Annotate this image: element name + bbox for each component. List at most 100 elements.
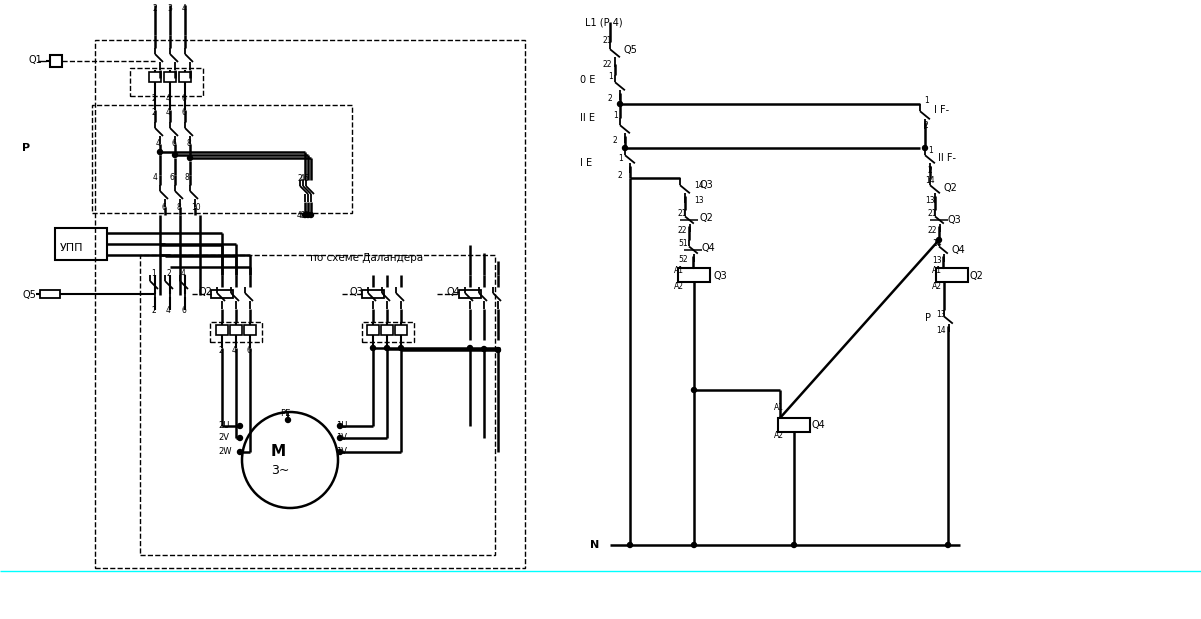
Text: Q5: Q5 (625, 45, 638, 55)
Bar (381, 325, 393, 335)
Text: 8: 8 (186, 139, 191, 147)
Bar (244, 325, 256, 335)
Text: 6: 6 (161, 202, 166, 212)
Circle shape (467, 345, 472, 350)
Circle shape (305, 212, 311, 217)
Text: 1U: 1U (336, 422, 347, 430)
Text: Q4: Q4 (952, 245, 966, 255)
Text: 4: 4 (153, 173, 157, 181)
Text: 6: 6 (303, 173, 307, 183)
Text: Р: Р (925, 313, 931, 323)
Text: A2: A2 (932, 282, 942, 290)
Text: 51: 51 (679, 238, 688, 248)
Circle shape (617, 102, 622, 106)
Text: 6: 6 (169, 173, 174, 181)
Text: 8: 8 (184, 173, 189, 181)
Circle shape (238, 449, 243, 454)
Text: N: N (590, 540, 599, 550)
Text: 4: 4 (183, 4, 187, 12)
Text: 1: 1 (928, 145, 933, 155)
Circle shape (791, 542, 796, 547)
Text: 8: 8 (177, 202, 180, 212)
Text: 3: 3 (167, 4, 172, 12)
Text: 2U: 2U (219, 422, 229, 430)
Text: 13: 13 (936, 310, 945, 319)
Bar (210, 322, 262, 342)
Circle shape (337, 423, 342, 428)
Bar (40, 290, 60, 298)
Circle shape (187, 155, 192, 160)
Text: 2: 2 (151, 93, 156, 103)
Bar (216, 325, 228, 335)
Text: 1V: 1V (336, 448, 347, 456)
Bar (362, 290, 384, 298)
Text: 14: 14 (932, 238, 942, 248)
Circle shape (309, 212, 313, 217)
Bar (211, 290, 233, 298)
Bar (459, 290, 480, 298)
Text: 1: 1 (613, 111, 617, 119)
Text: 2: 2 (608, 93, 613, 103)
Text: Q2: Q2 (944, 183, 958, 193)
Text: 1: 1 (619, 154, 623, 163)
Text: 6: 6 (181, 93, 186, 103)
Text: Q1: Q1 (28, 55, 42, 65)
Circle shape (496, 347, 501, 352)
Text: L1 (Р 4): L1 (Р 4) (585, 17, 622, 27)
Circle shape (370, 345, 376, 350)
Text: 3~: 3~ (270, 464, 289, 477)
Text: 21: 21 (603, 35, 613, 45)
Text: 4: 4 (300, 173, 305, 183)
Text: 22: 22 (928, 225, 938, 235)
Circle shape (627, 542, 633, 547)
Text: 10: 10 (191, 202, 201, 212)
Text: Q3: Q3 (715, 271, 728, 281)
Text: Q3: Q3 (700, 180, 713, 190)
Text: 2: 2 (924, 121, 928, 129)
Text: A2: A2 (674, 282, 685, 290)
Text: М: М (270, 444, 286, 459)
Text: 4: 4 (232, 345, 237, 355)
Circle shape (286, 417, 291, 423)
Text: Q2: Q2 (198, 287, 211, 297)
Text: Р: Р (22, 143, 30, 153)
Text: 2: 2 (151, 108, 156, 116)
Text: 22: 22 (679, 225, 687, 235)
Text: 2: 2 (297, 173, 301, 183)
Text: 14: 14 (694, 181, 704, 189)
Text: 22: 22 (603, 59, 613, 69)
Text: Q2: Q2 (700, 213, 713, 223)
Text: 13: 13 (932, 256, 942, 264)
Text: Q4: Q4 (447, 287, 461, 297)
Bar (936, 268, 968, 282)
Circle shape (937, 238, 942, 243)
Bar (368, 325, 380, 335)
Text: 1: 1 (924, 95, 928, 105)
Text: 6: 6 (181, 108, 186, 116)
Text: 6: 6 (300, 210, 305, 220)
Text: 21: 21 (928, 209, 938, 217)
Text: 14: 14 (936, 326, 945, 334)
Text: по схеме Даландера: по схеме Даландера (310, 253, 423, 263)
Text: I F-: I F- (934, 105, 949, 115)
Text: 1: 1 (151, 269, 156, 277)
Text: 4: 4 (297, 210, 301, 220)
Circle shape (399, 345, 404, 350)
Circle shape (337, 449, 342, 454)
Text: 6: 6 (246, 345, 251, 355)
Circle shape (692, 542, 697, 547)
Text: 2: 2 (619, 170, 623, 180)
Text: Q2: Q2 (970, 271, 984, 281)
Circle shape (945, 542, 950, 547)
Text: 0 Е: 0 Е (580, 75, 596, 85)
Bar (679, 268, 710, 282)
Text: 2W: 2W (219, 448, 232, 456)
Text: 14: 14 (925, 176, 934, 184)
Text: 6: 6 (181, 306, 186, 314)
Circle shape (303, 212, 307, 217)
Text: Q3: Q3 (349, 287, 364, 297)
Text: Q4: Q4 (812, 420, 826, 430)
Circle shape (337, 436, 342, 441)
Text: II Е: II Е (580, 113, 594, 123)
Text: Q4: Q4 (703, 243, 716, 253)
